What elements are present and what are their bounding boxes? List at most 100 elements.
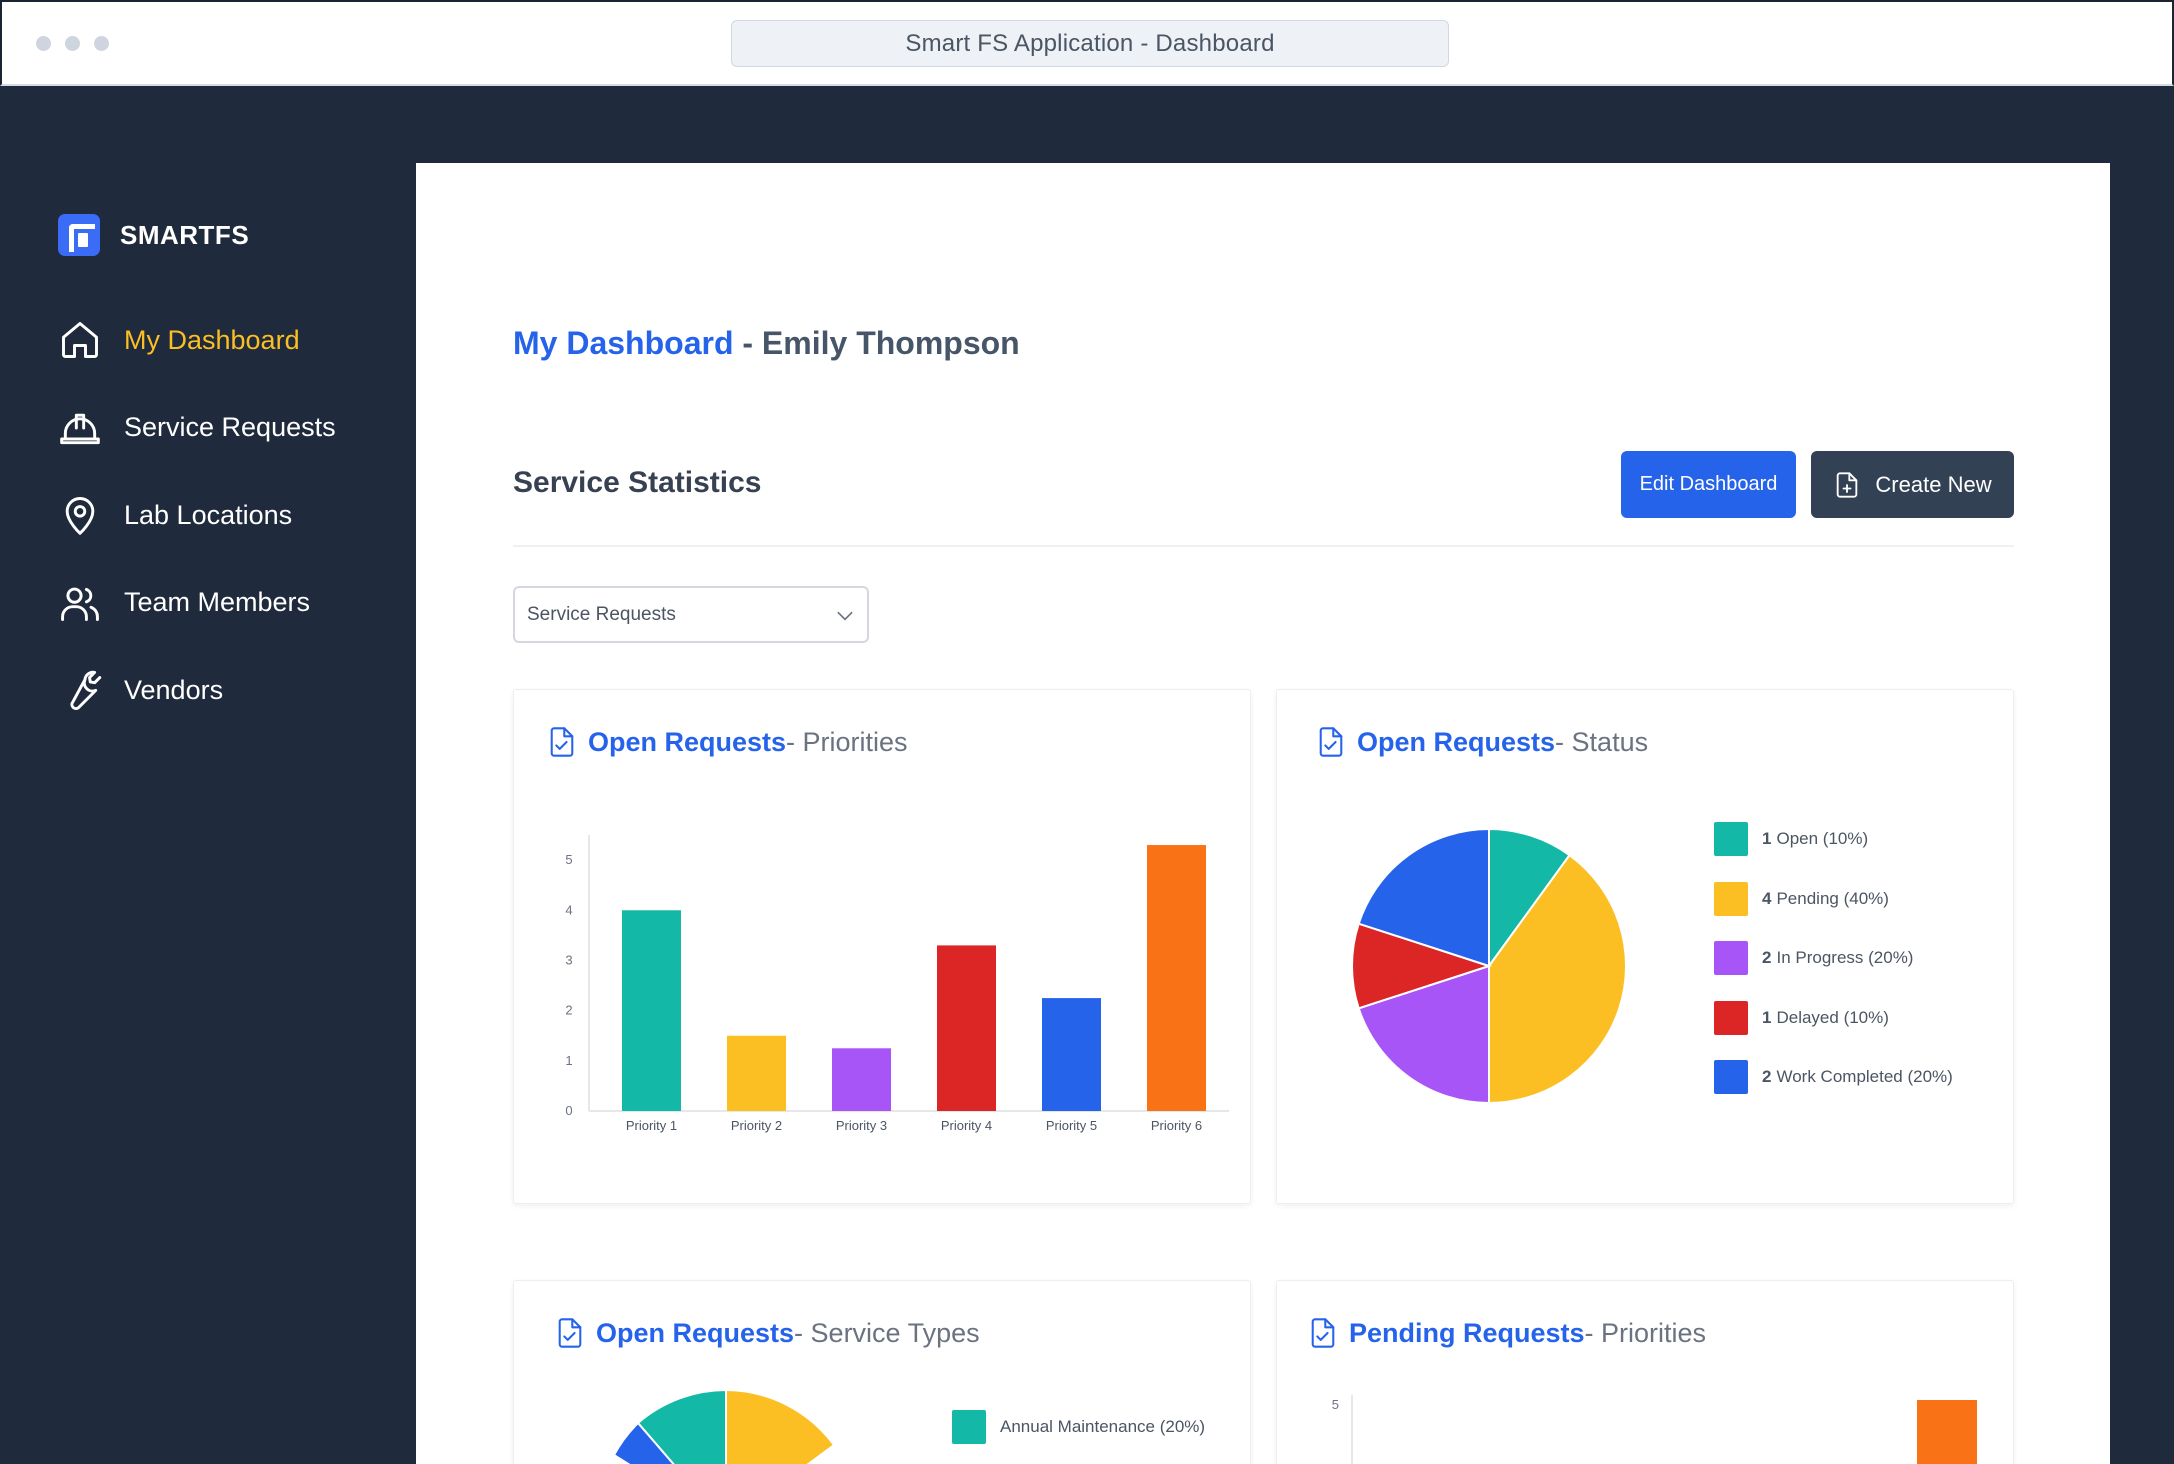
map-pin-icon bbox=[65, 497, 95, 535]
card-title-rest: - Service Types bbox=[794, 1317, 980, 1348]
bar bbox=[1917, 1400, 1977, 1464]
x-tick-label: Priority 6 bbox=[1151, 1118, 1202, 1133]
card-title: Open Requests - Priorities bbox=[548, 726, 908, 758]
legend-count: 1 bbox=[1762, 1007, 1772, 1027]
file-plus-icon bbox=[1837, 471, 1858, 498]
bar-chart-pending-priorities: 5 bbox=[1332, 1395, 1977, 1464]
hard-hat-icon bbox=[60, 413, 100, 444]
pie-chart-service-types bbox=[612, 1388, 836, 1464]
document-check-icon bbox=[1319, 727, 1343, 757]
legend-count: 2 bbox=[1762, 948, 1772, 967]
card-title-highlight: Open Requests bbox=[588, 726, 787, 757]
sidebar-nav: My Dashboard Service Requests Lab Locati… bbox=[58, 318, 336, 756]
window-title-bar[interactable]: Smart FS Application - Dashboard bbox=[731, 20, 1449, 67]
sidebar-item-vendors[interactable]: Vendors bbox=[58, 668, 336, 712]
y-tick-label: 3 bbox=[565, 952, 572, 967]
create-new-button[interactable]: Create New bbox=[1811, 451, 2014, 518]
wrench-icon bbox=[70, 670, 102, 710]
legend-label: Open (10%) bbox=[1776, 829, 1869, 848]
edit-dashboard-button[interactable]: Edit Dashboard bbox=[1621, 451, 1796, 518]
window-controls bbox=[36, 36, 109, 51]
legend-label: Annual Maintenance (20%) bbox=[1000, 1417, 1206, 1436]
legend-swatch bbox=[1714, 881, 1748, 916]
card-open-status: Open Requests - Status 1 Open (10%) 4 Pendi… bbox=[1276, 689, 2014, 1204]
pie-slice bbox=[1488, 827, 1571, 970]
legend-label: Work Completed (20%) bbox=[1776, 1067, 1953, 1086]
card-title-highlight: Pending Requests bbox=[1349, 1317, 1585, 1348]
card-title-rest: - Status bbox=[1555, 726, 1649, 757]
x-tick-label: Priority 3 bbox=[836, 1118, 887, 1133]
x-tick-label: Priority 1 bbox=[626, 1118, 677, 1133]
bar bbox=[1147, 845, 1206, 1111]
x-tick-label: Priority 2 bbox=[731, 1118, 782, 1133]
card-pending-priorities: Pending Requests - Priorities 5 bbox=[1276, 1280, 2014, 1464]
legend-item: 4 Pending (40%) bbox=[1714, 881, 1889, 916]
pie-slice bbox=[1357, 964, 1490, 1105]
bar bbox=[1042, 998, 1101, 1111]
legend-swatch bbox=[1714, 1060, 1748, 1094]
bar bbox=[937, 945, 996, 1111]
sidebar-item-label: Vendors bbox=[124, 674, 224, 705]
legend-label: In Progress (20%) bbox=[1776, 948, 1914, 967]
pie-slice bbox=[1357, 827, 1490, 968]
card-title-highlight: Open Requests bbox=[1357, 726, 1556, 757]
select-value: Service Requests bbox=[527, 603, 676, 625]
legend-count: 1 bbox=[1762, 829, 1772, 848]
chevron-down-icon bbox=[837, 611, 853, 621]
x-tick-label: Priority 5 bbox=[1046, 1118, 1097, 1133]
sidebar-item-lab-locations[interactable]: Lab Locations bbox=[58, 493, 336, 537]
pie-slice bbox=[1488, 853, 1627, 1105]
legend-swatch bbox=[1714, 1000, 1748, 1035]
create-new-label: Create New bbox=[1875, 471, 1992, 497]
legend-swatch bbox=[1714, 941, 1748, 975]
legend-label: Pending (40%) bbox=[1776, 888, 1889, 908]
sidebar-item-team-members[interactable]: Team Members bbox=[58, 581, 336, 625]
sidebar-item-label: My Dashboard bbox=[124, 324, 300, 355]
card-title-rest: - Priorities bbox=[786, 726, 908, 757]
card-title: Open Requests - Service Types bbox=[556, 1317, 980, 1349]
sidebar-item-label: Service Requests bbox=[124, 412, 336, 442]
y-tick-label: 0 bbox=[565, 1103, 572, 1118]
card-title: Open Requests - Status bbox=[1317, 726, 1648, 758]
x-tick-label: Priority 4 bbox=[941, 1118, 992, 1133]
legend-item: 2 Work Completed (20%) bbox=[1714, 1060, 1953, 1094]
document-check-icon bbox=[550, 727, 574, 757]
main-panel: My Dashboard - Emily Thompson Service St… bbox=[416, 163, 2110, 1464]
page-title: My Dashboard - Emily Thompson bbox=[513, 325, 1020, 362]
sidebar-item-service-requests[interactable]: Service Requests bbox=[58, 406, 336, 450]
section-title: Service Statistics bbox=[513, 466, 762, 499]
brand-name: SMARTFS bbox=[120, 219, 250, 250]
brand[interactable]: SMARTFS bbox=[58, 214, 249, 256]
card-open-priorities: Open Requests - Priorities 0 1 2 3 4 5 Priorit… bbox=[513, 689, 1251, 1204]
card-title-highlight: Open Requests bbox=[596, 1317, 795, 1348]
home-icon bbox=[62, 322, 98, 358]
pie-chart-status bbox=[1351, 827, 1627, 1105]
browser-chrome: Smart FS Application - Dashboard bbox=[0, 0, 2174, 86]
statistics-filter-select[interactable]: Service Requests bbox=[513, 586, 869, 643]
legend-swatch bbox=[952, 1410, 986, 1444]
legend-item: 1 Delayed (10%) bbox=[1714, 1000, 1889, 1035]
pie-slice-teal bbox=[636, 1388, 727, 1464]
y-tick-label: 2 bbox=[565, 1003, 572, 1018]
sidebar-item-my-dashboard[interactable]: My Dashboard bbox=[58, 318, 336, 362]
card-title-rest: - Priorities bbox=[1584, 1317, 1707, 1348]
users-icon bbox=[61, 587, 99, 621]
maximize-dot[interactable] bbox=[94, 36, 109, 51]
y-tick-label: 1 bbox=[565, 1053, 572, 1068]
y-tick-label: 5 bbox=[1332, 1397, 1339, 1412]
pie-slice-blue bbox=[612, 1421, 675, 1464]
pie-slice bbox=[1351, 922, 1493, 1010]
y-tick-label: 5 bbox=[565, 852, 572, 867]
bar-chart-priorities: 0 1 2 3 4 5 Priority 1 Priority 2 Priority 3 Prio… bbox=[565, 835, 1229, 1133]
page-title-highlight: My Dashboard bbox=[513, 325, 734, 361]
document-check-icon bbox=[1311, 1318, 1335, 1348]
legend-count: 2 bbox=[1762, 1067, 1772, 1086]
minimize-dot[interactable] bbox=[65, 36, 80, 51]
legend-item: 1 Open (10%) bbox=[1714, 822, 1868, 856]
legend-count: 4 bbox=[1762, 888, 1772, 908]
bar bbox=[727, 1035, 786, 1111]
close-dot[interactable] bbox=[36, 36, 51, 51]
window-title: Smart FS Application - Dashboard bbox=[905, 29, 1275, 57]
logo-icon bbox=[58, 214, 100, 256]
legend-item: 2 In Progress (20%) bbox=[1714, 941, 1913, 975]
